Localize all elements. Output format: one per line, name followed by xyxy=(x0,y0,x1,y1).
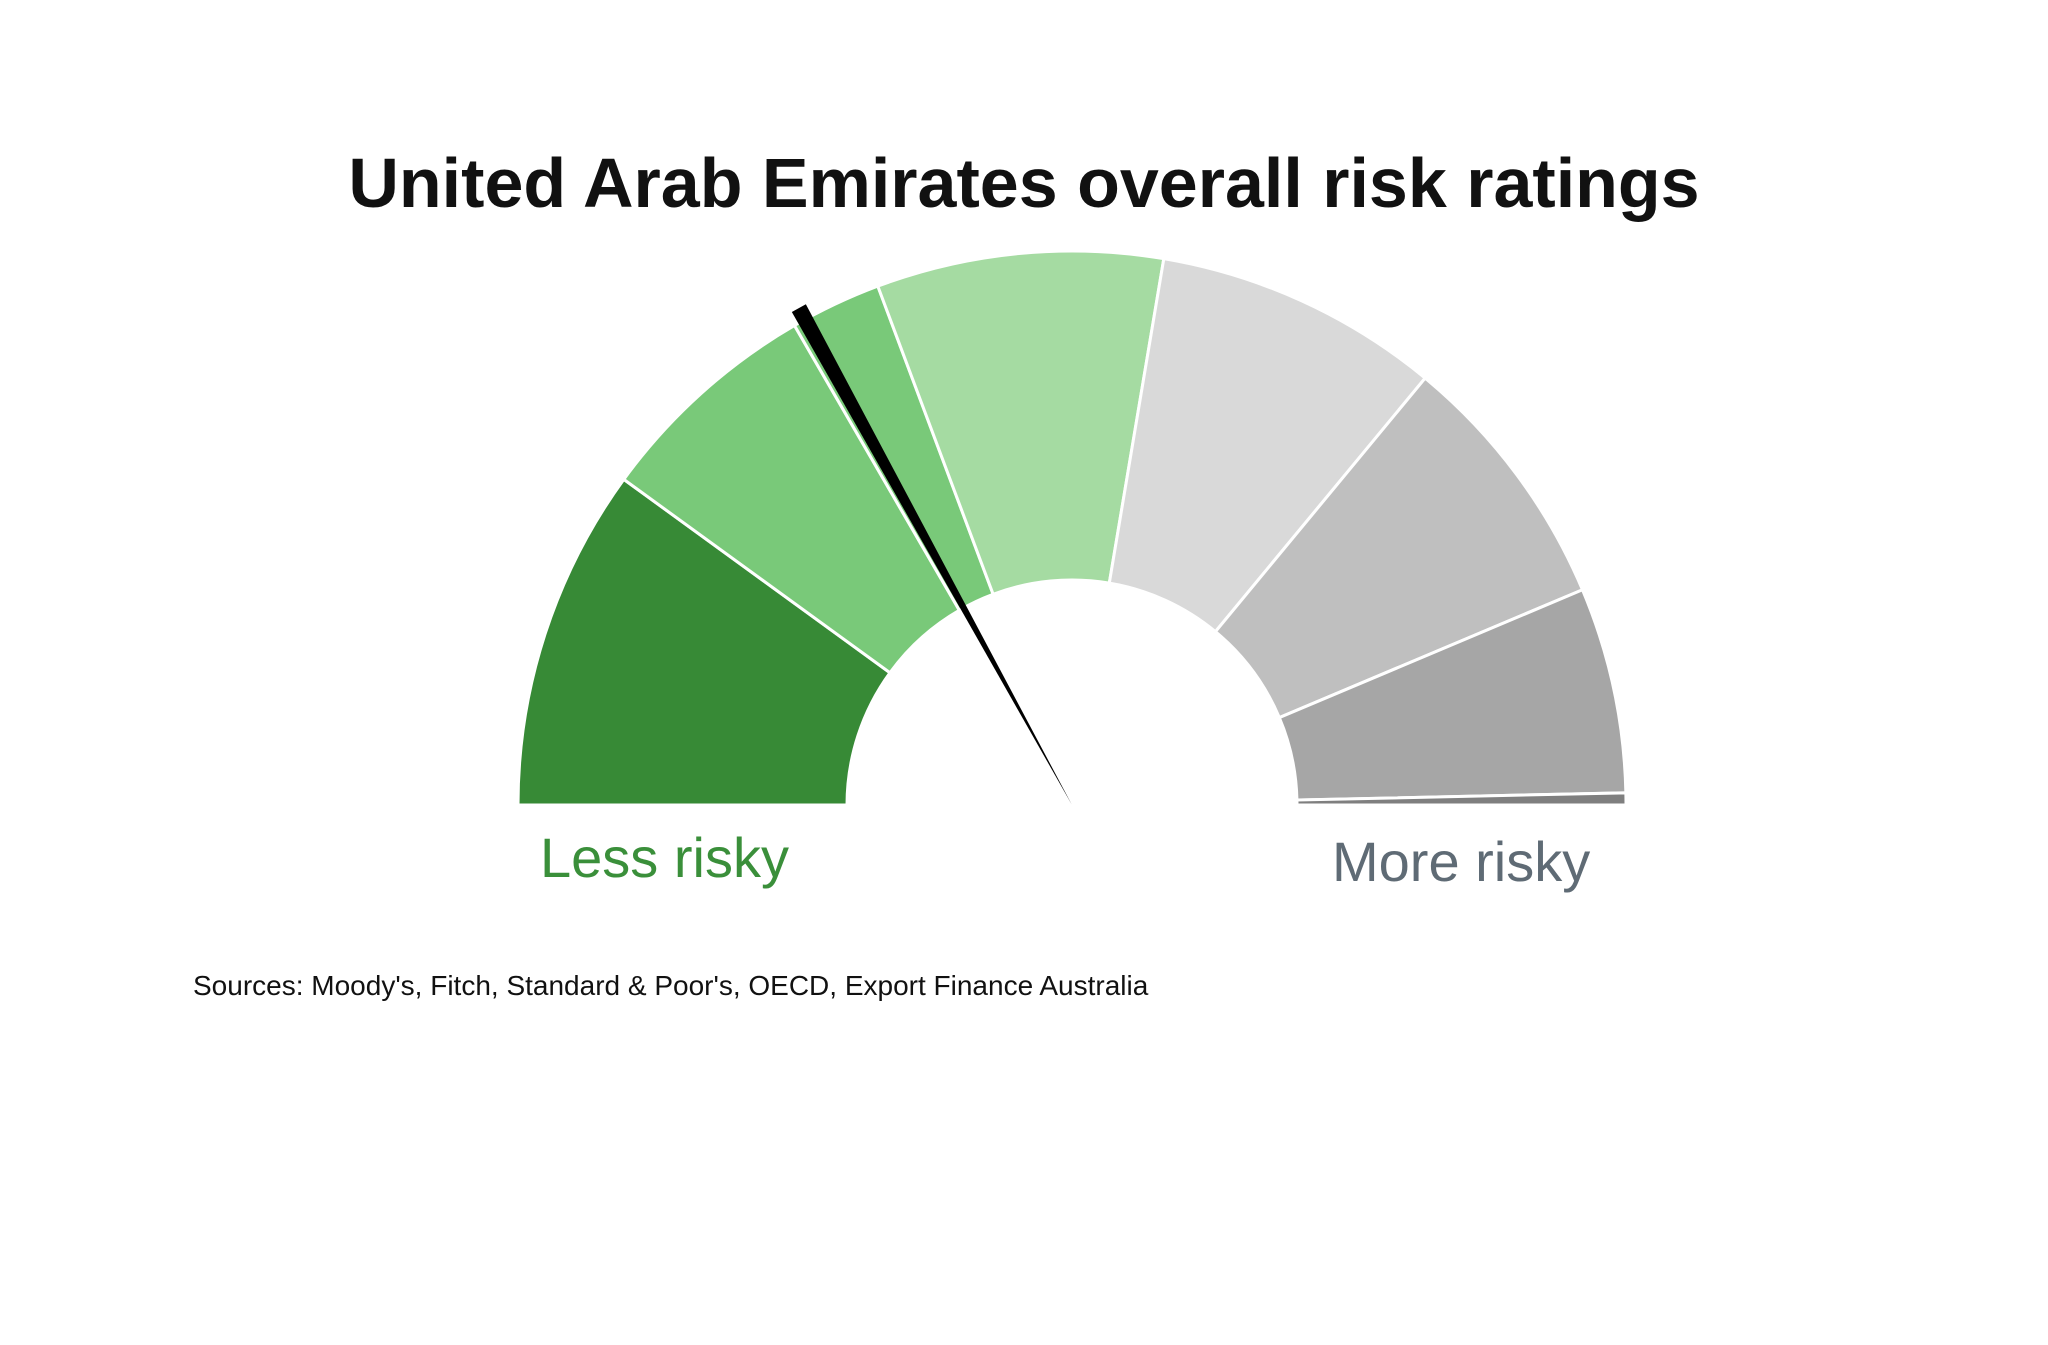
sources-note: Sources: Moody's, Fitch, Standard & Poor… xyxy=(193,970,1149,1001)
gauge-segment-1 xyxy=(516,477,893,807)
gauge-segment-5 xyxy=(1107,256,1428,634)
less-risky-label: Less risky xyxy=(540,826,789,889)
gauge-segment-4 xyxy=(875,249,1166,597)
chart-title: United Arab Emirates overall risk rating… xyxy=(348,144,1700,222)
gauge-segment-8 xyxy=(1295,791,1628,807)
gauge-needle xyxy=(791,304,1072,805)
more-risky-label: More risky xyxy=(1332,830,1591,893)
gauge-segment-6 xyxy=(1213,376,1585,720)
